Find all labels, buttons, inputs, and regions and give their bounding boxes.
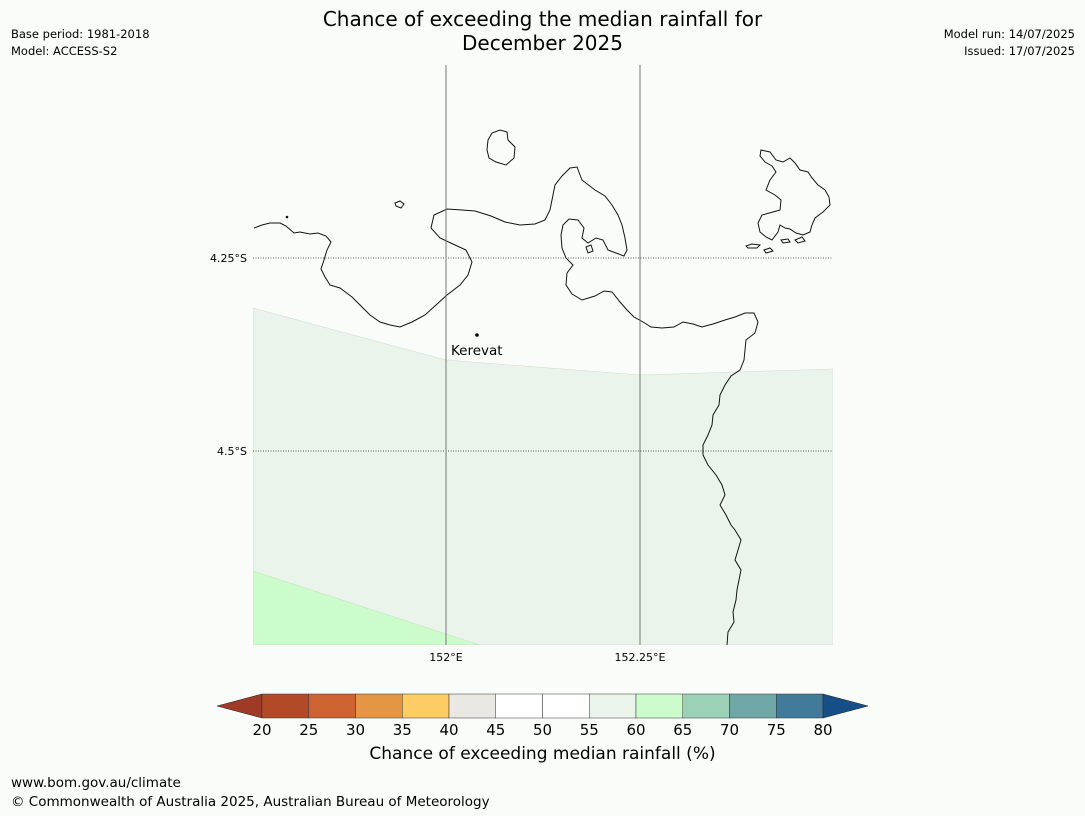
colorbar-tick-55: 55 bbox=[580, 721, 599, 739]
colorbar-under-triangle bbox=[216, 693, 263, 719]
island-dot-nw bbox=[285, 215, 289, 219]
colorbar-tick-25: 25 bbox=[299, 721, 318, 739]
colorbar-over-triangle bbox=[822, 693, 869, 719]
island-east-1 bbox=[745, 243, 762, 249]
colorbar-tick-80: 80 bbox=[813, 721, 832, 739]
colorbar-tick-30: 30 bbox=[346, 721, 365, 739]
model-run: Model run: 14/07/2025 bbox=[943, 27, 1075, 41]
island-east-2 bbox=[763, 247, 774, 254]
colorbar-tick-45: 45 bbox=[486, 721, 505, 739]
colorbar-block-60-65 bbox=[635, 693, 683, 719]
meta-left: Base period: 1981-2018 Model: ACCESS-S2 bbox=[11, 26, 150, 60]
coastline-main bbox=[253, 166, 759, 645]
island-small-top bbox=[486, 129, 516, 166]
colorbar-block-25-30 bbox=[308, 693, 356, 719]
meta-right: Model run: 14/07/2025 Issued: 17/07/2025 bbox=[944, 26, 1075, 60]
base-period: Base period: 1981-2018 bbox=[11, 27, 150, 41]
colorbar-block-45-50 bbox=[495, 693, 543, 719]
map-title: Chance of exceeding the median rainfall … bbox=[230, 7, 855, 55]
colorbar-block-30-35 bbox=[355, 693, 403, 719]
footer-url: www.bom.gov.au/climate bbox=[11, 775, 181, 791]
colorbar: 20 25 30 35 40 45 50 55 60 65 70 75 80 bbox=[216, 693, 869, 739]
island-bay-small bbox=[585, 244, 594, 254]
kerevat-label: Kerevat bbox=[451, 343, 503, 359]
colorbar-block-65-70 bbox=[682, 693, 730, 719]
colorbar-tick-20: 20 bbox=[252, 721, 271, 739]
title-line-1: Chance of exceeding the median rainfall … bbox=[322, 7, 763, 31]
island-east-4 bbox=[794, 236, 806, 244]
title-line-2: December 2025 bbox=[462, 31, 623, 55]
colorbar-tick-60: 60 bbox=[626, 721, 645, 739]
colorbar-block-20-25 bbox=[261, 693, 309, 719]
kerevat-marker bbox=[475, 333, 479, 337]
colorbar-tick-70: 70 bbox=[720, 721, 739, 739]
lat-label-4-25: 4.25°S bbox=[210, 252, 247, 265]
island-dot-left bbox=[394, 200, 405, 209]
colorbar-block-50-55 bbox=[542, 693, 590, 719]
colorbar-block-55-60 bbox=[589, 693, 637, 719]
issued-date: Issued: 17/07/2025 bbox=[964, 44, 1075, 58]
colorbar-block-40-45 bbox=[448, 693, 496, 719]
footer-copyright: © Commonwealth of Australia 2025, Austra… bbox=[11, 794, 490, 810]
colorbar-tick-35: 35 bbox=[393, 721, 412, 739]
gridlines bbox=[253, 65, 833, 645]
colorbar-block-70-75 bbox=[729, 693, 777, 719]
colorbar-label: Chance of exceeding median rainfall (%) bbox=[369, 744, 716, 764]
duke-of-york-islands bbox=[757, 149, 831, 241]
footer: www.bom.gov.au/climate © Commonwealth of… bbox=[11, 774, 490, 812]
lon-label-152-25: 152.25°E bbox=[615, 651, 666, 664]
island-east-3 bbox=[780, 238, 791, 244]
lon-label-152: 152°E bbox=[429, 651, 462, 664]
lat-label-4-5: 4.5°S bbox=[217, 445, 247, 458]
model-name: Model: ACCESS-S2 bbox=[11, 44, 118, 58]
colorbar-tick-40: 40 bbox=[439, 721, 458, 739]
colorbar-block-75-80 bbox=[776, 693, 824, 719]
region-60-65 bbox=[253, 570, 481, 645]
colorbar-block-35-40 bbox=[402, 693, 450, 719]
colorbar-tick-75: 75 bbox=[767, 721, 786, 739]
colorbar-tick-65: 65 bbox=[673, 721, 692, 739]
coastlines bbox=[253, 129, 831, 645]
colorbar-tick-50: 50 bbox=[533, 721, 552, 739]
